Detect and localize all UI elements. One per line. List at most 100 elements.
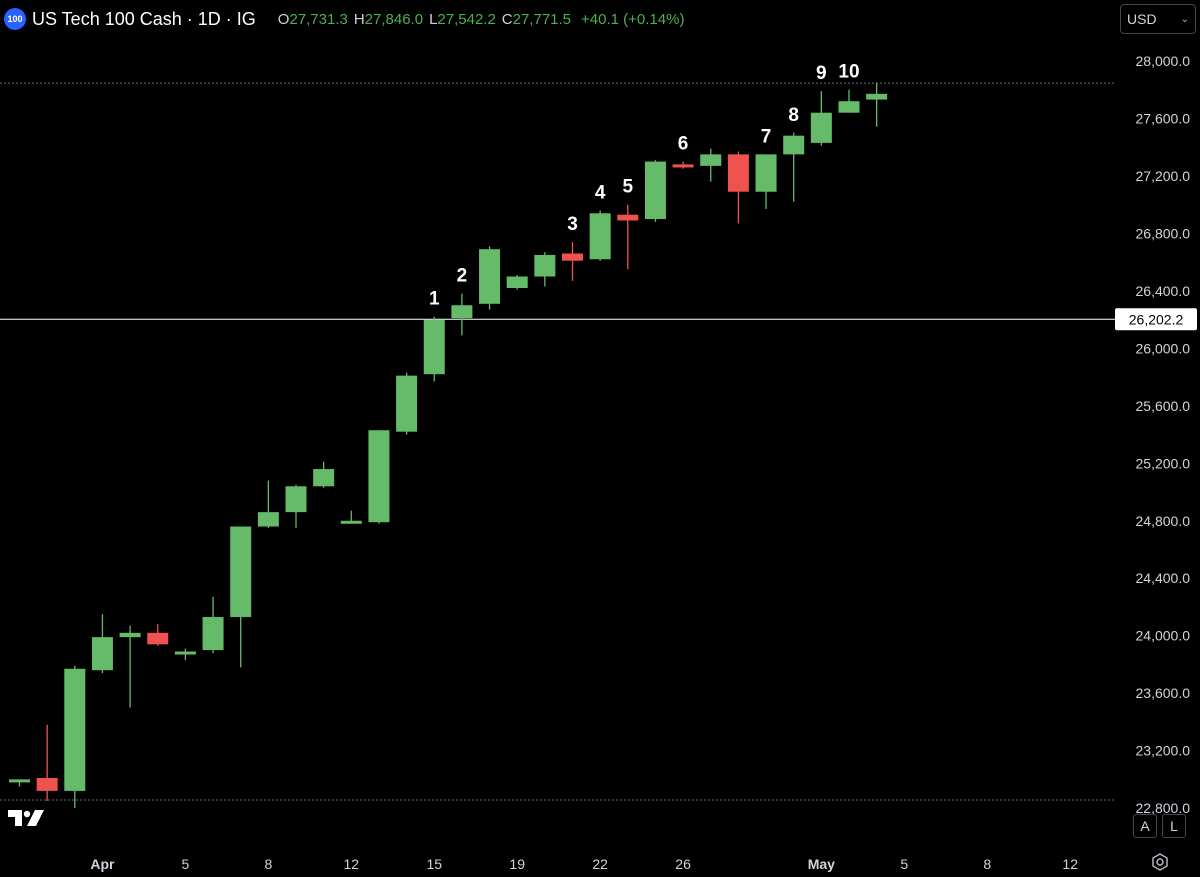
price-axis[interactable]: 28,000.0 27,600.0 27,200.0 26,800.0 26,400.0… xyxy=(1115,53,1197,816)
candle xyxy=(174,648,196,661)
candle xyxy=(506,275,528,290)
wave-label: 2 xyxy=(457,266,468,287)
candle xyxy=(479,246,501,310)
time-tick-label: 26 xyxy=(675,856,691,872)
candle-body xyxy=(285,486,307,513)
high-key: H xyxy=(353,10,365,28)
open-value: 27,731.3 xyxy=(289,10,348,28)
chart-lines xyxy=(0,82,1115,801)
candle-body xyxy=(368,430,390,523)
wave-label: 1 xyxy=(429,289,440,310)
candle-body xyxy=(866,93,888,100)
price-tick-label: 24,000.0 xyxy=(1136,628,1191,644)
candle xyxy=(783,132,805,202)
candle xyxy=(644,160,666,222)
price-tick-label: 26,800.0 xyxy=(1136,225,1191,241)
currency-dropdown[interactable]: USD ⌄ xyxy=(1120,4,1196,34)
time-tick-label: 5 xyxy=(900,856,908,872)
time-tick-label: May xyxy=(808,856,835,872)
change-value: +40.1 (+0.14%) xyxy=(581,10,685,28)
candle-body xyxy=(727,154,749,192)
candle-body xyxy=(589,213,611,260)
time-tick-label: 5 xyxy=(182,856,190,872)
wave-label: 7 xyxy=(761,126,772,147)
candle xyxy=(534,252,556,287)
candle-body xyxy=(506,276,528,288)
candle xyxy=(36,724,58,801)
time-tick-label: 12 xyxy=(1062,856,1078,872)
wave-label: 3 xyxy=(567,214,578,235)
open-key: O xyxy=(277,10,290,28)
candle-body xyxy=(147,632,169,645)
chevron-down-icon: ⌄ xyxy=(1180,13,1189,25)
candle xyxy=(617,204,639,270)
price-tick-label: 26,400.0 xyxy=(1136,283,1191,299)
low-value: 27,542.2 xyxy=(437,10,496,28)
candle xyxy=(423,316,445,382)
candles xyxy=(9,83,888,809)
candle xyxy=(810,91,832,146)
symbol-title[interactable]: US Tech 100 Cash · 1D · IG xyxy=(32,8,256,29)
candle xyxy=(313,461,335,488)
candle-body xyxy=(700,154,722,166)
candle xyxy=(838,89,860,113)
candle xyxy=(147,624,169,646)
price-line-label: 26,202.2 xyxy=(1129,311,1184,327)
price-tick-label: 24,800.0 xyxy=(1136,513,1191,529)
price-tick-label: 22,800.0 xyxy=(1136,800,1191,816)
symbol-logo-icon[interactable]: 100 xyxy=(4,8,26,30)
time-tick-label: 22 xyxy=(592,856,608,872)
log-scale-button[interactable]: L xyxy=(1162,814,1186,838)
time-tick-label: 8 xyxy=(264,856,272,872)
candle-body xyxy=(644,161,666,220)
candle-body xyxy=(119,632,141,638)
candle-body xyxy=(838,101,860,113)
close-key: C xyxy=(501,10,513,28)
candle-body xyxy=(783,135,805,155)
high-value: 27,846.0 xyxy=(364,10,424,28)
candle xyxy=(119,625,141,708)
candle-body xyxy=(202,617,224,651)
candle-body xyxy=(91,637,113,671)
candle xyxy=(866,83,888,127)
candle-body xyxy=(810,112,832,143)
candle-body xyxy=(451,305,473,319)
candle xyxy=(755,154,777,209)
price-line-label-box xyxy=(1115,308,1197,331)
candle-body xyxy=(755,154,777,192)
candle xyxy=(589,210,611,261)
wave-label: 4 xyxy=(595,182,606,203)
price-tick-label: 27,600.0 xyxy=(1136,110,1191,126)
candle-body xyxy=(9,779,30,783)
gear-icon[interactable] xyxy=(1150,852,1170,877)
candle-body xyxy=(230,526,252,618)
price-tick-label: 23,600.0 xyxy=(1136,685,1191,701)
auto-scale-button[interactable]: A xyxy=(1133,814,1157,838)
tradingview-logo-icon[interactable] xyxy=(6,806,46,835)
price-tick-label: 26,000.0 xyxy=(1136,340,1191,356)
candle xyxy=(340,510,362,524)
candle-body xyxy=(617,214,639,221)
candle-body xyxy=(534,254,556,277)
currency-label: USD xyxy=(1127,11,1157,27)
candle xyxy=(257,480,279,528)
candle-body xyxy=(36,777,58,791)
price-tick-label: 23,200.0 xyxy=(1136,743,1191,759)
candle xyxy=(672,161,694,169)
candle xyxy=(285,484,307,528)
candle xyxy=(700,148,722,182)
candle xyxy=(9,779,30,787)
candle xyxy=(91,614,113,674)
candle-body xyxy=(479,249,501,304)
candle-body xyxy=(396,375,418,432)
candle-body xyxy=(672,164,694,168)
candle xyxy=(230,526,252,668)
price-tick-label: 27,200.0 xyxy=(1136,168,1191,184)
price-tick-label: 25,200.0 xyxy=(1136,455,1191,471)
time-axis[interactable]: Apr 5 8 12 15 19 22 26 May 5 8 12 xyxy=(90,856,1078,872)
wave-label: 5 xyxy=(623,177,634,198)
candle xyxy=(727,151,749,224)
wave-label: 10 xyxy=(838,62,859,83)
time-tick-label: 15 xyxy=(426,856,442,872)
